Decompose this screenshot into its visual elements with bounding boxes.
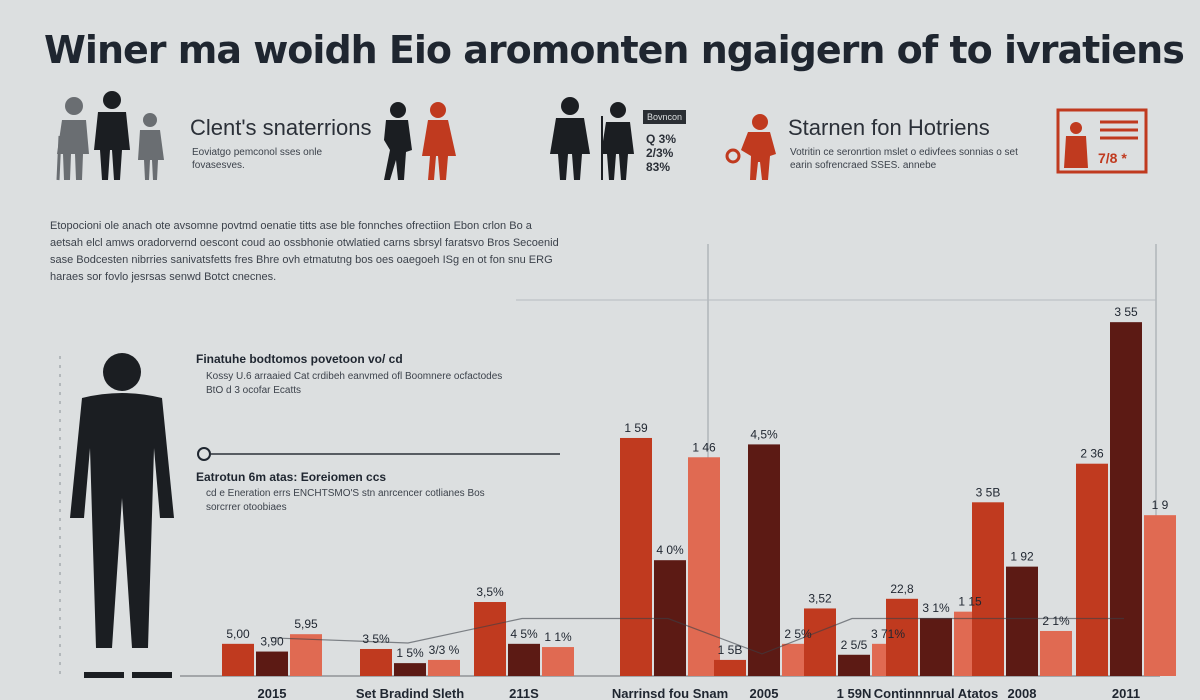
x-tick-label-2: 211S xyxy=(509,686,539,700)
x-tick-label-8: 2011 xyxy=(1112,686,1140,700)
bar-label-2-1: 4 5% xyxy=(510,627,538,641)
tick-labels: 2015 Set Bradind Sleth 211S Narrinsd fou Sn… xyxy=(258,686,1141,700)
note-1-title: Finatuhe bodtomos povetoon vo/ cd xyxy=(196,352,403,366)
bar-2-2 xyxy=(542,647,574,676)
labels-layer: 5,00 3,90 5,95 3 5% 1 5% 3/3 % 3,5% 4 5% 1 1% 1 5… xyxy=(226,305,1168,660)
bar-label-4-2: 2 5% xyxy=(784,627,812,641)
bar-label-7-1: 1 92 xyxy=(1010,550,1034,564)
x-tick-label-0: 2015 xyxy=(258,686,287,700)
bar-7-1 xyxy=(1006,566,1038,676)
bar-1-0 xyxy=(360,648,392,676)
bar-label-3-1: 4 0% xyxy=(656,543,684,557)
bar-6-0 xyxy=(886,598,918,676)
family-icon xyxy=(56,91,164,181)
x-tick-label-6: Continnnrual Atatos xyxy=(874,686,998,700)
bar-label-7-2: 2 1% xyxy=(1042,614,1070,628)
bar-8-0 xyxy=(1076,463,1108,676)
bar-label-1-1: 1 5% xyxy=(396,646,424,660)
bar-1-2 xyxy=(428,659,460,676)
panel-right-stats: Q 3% 2/3% 83% xyxy=(646,132,677,174)
bar-label-3-2: 1 46 xyxy=(692,440,716,454)
bar-label-2-2: 1 1% xyxy=(544,630,572,644)
parents-child-icon xyxy=(550,97,634,180)
bar-label-8-2: 1 9 xyxy=(1152,498,1169,512)
bar-3-2 xyxy=(688,457,720,676)
note-2-title: Eatrotun 6m atas: Eoreiomen ccs xyxy=(196,470,387,484)
couple-icon xyxy=(384,102,456,180)
panel-right-description: Votritin ce seronrtion mslet o edivfees … xyxy=(790,147,1018,171)
bar-label-4-1: 4,5% xyxy=(750,427,778,441)
certificate-value: 7/8 * xyxy=(1098,150,1127,166)
certificate-icon xyxy=(1056,108,1148,174)
bar-label-0-2: 5,95 xyxy=(294,617,318,631)
person-running-icon xyxy=(725,114,776,180)
intro-paragraph: Etopocioni ole anach ote avsomne povtmd … xyxy=(50,220,559,283)
bar-4-0 xyxy=(714,659,746,676)
bar-label-5-0: 3,52 xyxy=(808,591,832,605)
bar-label-8-1: 3 55 xyxy=(1114,305,1138,319)
bar-label-3-0: 1 59 xyxy=(624,421,648,435)
bar-0-0 xyxy=(222,643,254,676)
bar-1-1 xyxy=(394,663,426,676)
x-tick-label-7: 2008 xyxy=(1008,686,1037,700)
x-tick-label-1: Set Bradind Sleth xyxy=(356,686,464,700)
bar-2-1 xyxy=(508,643,540,676)
bar-label-7-0: 3 5B xyxy=(976,485,1001,499)
panel-right-badge-text: Bovncon xyxy=(647,112,683,122)
x-tick-label-5: 1 59N xyxy=(837,686,872,700)
x-tick-label-3: Narrinsd fou Snam xyxy=(612,686,728,700)
panel-left-title: Clent's snaterrions xyxy=(190,115,372,140)
bar-2-0 xyxy=(474,602,506,676)
bar-4-1 xyxy=(748,444,780,676)
bar-8-2 xyxy=(1144,515,1176,676)
bar-5-1 xyxy=(838,654,870,676)
bar-label-0-0: 5,00 xyxy=(226,627,250,641)
bar-label-6-1: 3 1% xyxy=(922,601,950,615)
note-connector xyxy=(197,447,560,461)
bar-3-0 xyxy=(620,437,652,676)
note-2-body: cd e Eneration errs ENCHTSMO'S stn anrce… xyxy=(206,488,485,513)
bar-6-1 xyxy=(920,618,952,676)
panel-left-description: Eoviatgo pemconol sses onle fovasesves. xyxy=(192,147,323,171)
page-title: Winer ma woidh Eio aromonten ngaigern of… xyxy=(44,28,1185,72)
trend-lines xyxy=(269,617,1124,655)
bar-7-2 xyxy=(1040,630,1072,676)
bar-label-4-0: 1 5B xyxy=(718,643,743,657)
note-1-body: Kossy U.6 arraaied Cat crdibeh eanvmed o… xyxy=(206,371,503,396)
bar-7-0 xyxy=(972,502,1004,676)
bar-8-1 xyxy=(1110,322,1142,676)
bar-label-5-2: 3 71% xyxy=(871,627,905,641)
bar-0-1 xyxy=(256,651,288,676)
x-tick-label-4: 2005 xyxy=(750,686,779,700)
bar-label-1-0: 3 5% xyxy=(362,632,390,646)
person-silhouette-icon xyxy=(70,353,174,678)
bar-label-5-1: 2 5/5 xyxy=(841,638,868,652)
panel-right-title: Starnen fon Hotriens xyxy=(788,115,990,140)
bar-label-2-0: 3,5% xyxy=(476,585,504,599)
panel-right-badge: Bovncon xyxy=(643,110,687,124)
trend-line xyxy=(269,617,1124,655)
bar-label-6-2: 1 15 xyxy=(958,595,982,609)
bar-label-1-2: 3/3 % xyxy=(429,643,460,657)
bar-5-0 xyxy=(804,608,836,676)
bar-label-8-0: 2 36 xyxy=(1080,447,1104,461)
bars-layer xyxy=(222,322,1176,676)
bar-0-2 xyxy=(290,634,322,676)
bar-label-0-1: 3,90 xyxy=(260,635,284,649)
bar-label-6-0: 22,8 xyxy=(890,582,914,596)
